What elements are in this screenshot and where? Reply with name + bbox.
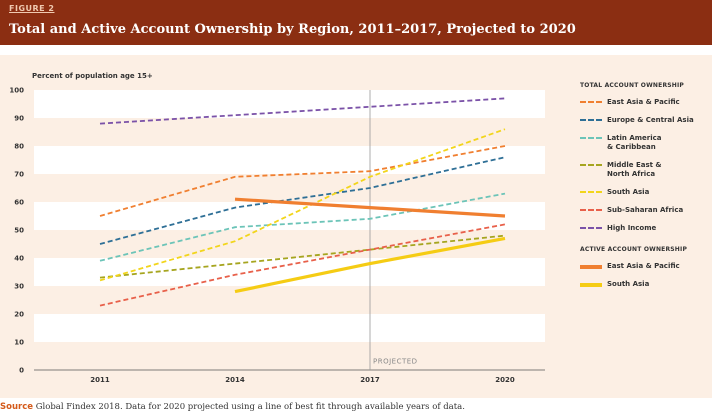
legend-item: Sub-Saharan Africa <box>580 206 710 215</box>
chart-legend: TOTAL ACCOUNT OWNERSHIP East Asia & Pacif… <box>580 82 710 298</box>
legend-section-title: TOTAL ACCOUNT OWNERSHIP <box>580 82 685 89</box>
legend-swatch <box>580 265 602 269</box>
source-label: Source <box>0 402 34 412</box>
y-tick-label: 90 <box>14 115 24 123</box>
y-tick-label: 100 <box>9 87 24 95</box>
legend-label: South Asia <box>607 280 650 288</box>
legend-section-title: ACTIVE ACCOUNT OWNERSHIP <box>580 246 688 253</box>
figure-label: FIGURE 2 <box>9 4 55 13</box>
y-tick-label: 20 <box>14 311 24 319</box>
y-tick-label: 30 <box>14 283 24 291</box>
grid-band <box>34 90 545 118</box>
series-line-active-7 <box>234 197 506 218</box>
legend-item: Latin America & Caribbean <box>580 134 710 152</box>
y-tick-label: 60 <box>14 199 24 207</box>
projected-label: PROJECTED <box>373 357 418 365</box>
series-line-total-4 <box>99 128 506 282</box>
x-tick-label: 2014 <box>225 376 245 384</box>
y-tick-label: 40 <box>14 255 24 263</box>
legend-swatch <box>580 164 602 166</box>
series-line-total-6 <box>99 97 506 125</box>
series-line-total-1 <box>99 156 506 245</box>
grid-band <box>34 314 545 342</box>
x-tick-label: 2017 <box>360 376 380 384</box>
legend-swatch <box>580 137 602 139</box>
legend-item: Europe & Central Asia <box>580 116 710 125</box>
legend-swatch <box>580 101 602 103</box>
legend-swatch <box>580 209 602 211</box>
legend-swatch <box>580 119 602 121</box>
legend-item: South Asia <box>580 280 710 289</box>
y-tick-label: 0 <box>19 367 24 375</box>
legend-label: Middle East & North Africa <box>607 161 662 178</box>
source-text: Global Findex 2018. Data for 2020 projec… <box>35 402 465 412</box>
series-line-total-5 <box>99 223 506 307</box>
figure-header: FIGURE 2 Total and Active Account Owners… <box>0 0 712 45</box>
legend-swatch <box>580 191 602 193</box>
source-note: Source Global Findex 2018. Data for 2020… <box>0 402 465 412</box>
legend-label: South Asia <box>607 188 650 196</box>
y-tick-label: 50 <box>14 227 24 235</box>
legend-label: Sub-Saharan Africa <box>607 206 684 214</box>
legend-item: East Asia & Pacific <box>580 262 710 271</box>
legend-label: Latin America & Caribbean <box>607 134 662 151</box>
x-tick-label: 2011 <box>90 376 110 384</box>
legend-item: High Income <box>580 224 710 233</box>
x-tick-label: 2020 <box>495 376 515 384</box>
legend-item: East Asia & Pacific <box>580 98 710 107</box>
legend-label: Europe & Central Asia <box>607 116 694 124</box>
series-line-total-0 <box>99 145 506 217</box>
grid-band <box>34 146 545 174</box>
legend-swatch <box>580 283 602 287</box>
y-tick-label: 10 <box>14 339 24 347</box>
legend-label: High Income <box>607 224 657 232</box>
series-line-total-3 <box>99 234 506 279</box>
legend-label: East Asia & Pacific <box>607 262 680 270</box>
legend-label: East Asia & Pacific <box>607 98 680 106</box>
legend-swatch <box>580 227 602 229</box>
y-tick-label: 80 <box>14 143 24 151</box>
y-axis-label: Percent of population age 15+ <box>32 72 153 80</box>
legend-item: South Asia <box>580 188 710 197</box>
figure-title: Total and Active Account Ownership by Re… <box>9 22 576 37</box>
y-tick-label: 70 <box>14 171 24 179</box>
series-line-active-8 <box>234 236 506 294</box>
legend-item: Middle East & North Africa <box>580 161 710 179</box>
